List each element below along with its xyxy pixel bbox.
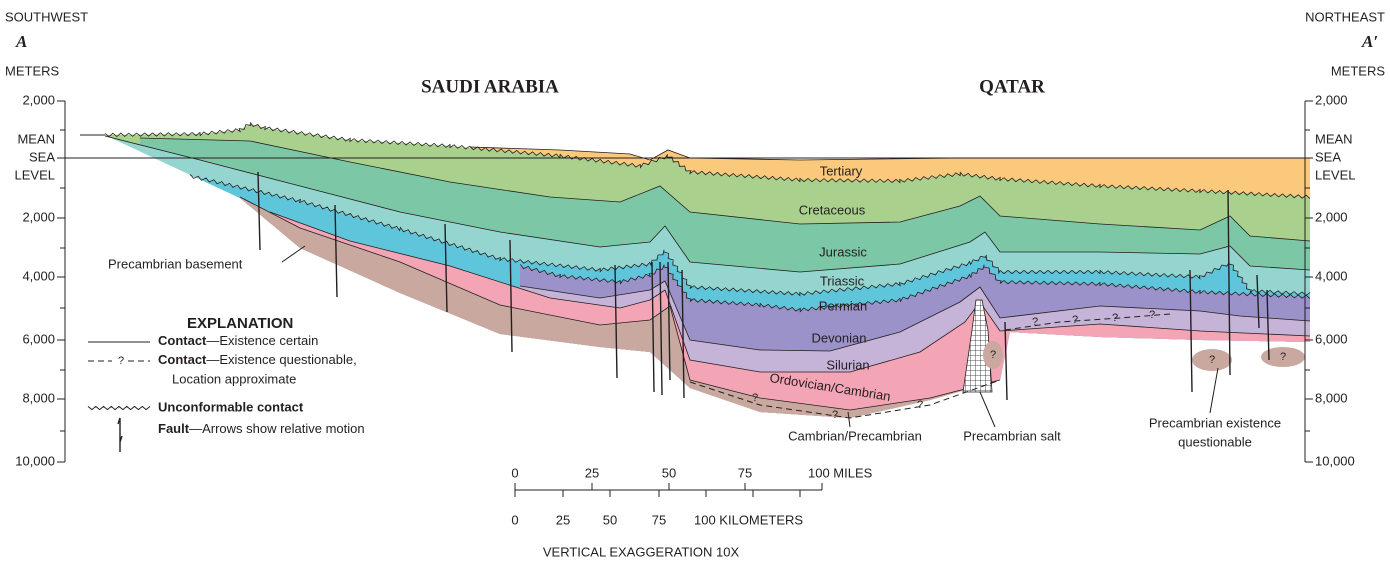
legend-symbol xyxy=(118,418,122,452)
axis-label: 2,000 xyxy=(1315,209,1348,224)
axis-label: 10,000 xyxy=(15,453,55,468)
scale-label: 100 MILES xyxy=(808,465,873,480)
axis-label: 8,000 xyxy=(1315,390,1348,405)
legend-item: Fault—Arrows show relative motion xyxy=(158,421,365,436)
page: SOUTHWEST A METERS NORTHEAST A′ METERS S… xyxy=(0,0,1390,561)
legend-title: EXPLANATION xyxy=(187,315,293,332)
leader-line xyxy=(980,392,995,427)
axis-label: 10,000 xyxy=(1315,453,1355,468)
axis-label: 6,000 xyxy=(22,331,55,346)
question-mark: ? xyxy=(917,399,923,411)
scale-label: 25 xyxy=(556,512,570,527)
annotation: Cambrian/Precambrian xyxy=(788,428,922,443)
scale-label: 0 xyxy=(511,465,518,480)
scale-label: 75 xyxy=(652,512,666,527)
question-mark: ? xyxy=(1149,309,1155,321)
question-mark: ? xyxy=(1209,354,1215,366)
axis-label: 2,000 xyxy=(1315,92,1348,107)
layer-label: Tertiary xyxy=(820,163,863,178)
question-mark: ? xyxy=(1032,316,1038,328)
scale-label: 50 xyxy=(603,512,617,527)
legend-term: Contact xyxy=(158,352,207,367)
legend-text: —Existence certain xyxy=(206,333,318,348)
axis-label: MEAN xyxy=(17,131,55,146)
unit: METERS xyxy=(5,63,60,78)
axis-label: 2,000 xyxy=(22,209,55,224)
region-label: QATAR xyxy=(979,76,1045,97)
legend-mark: ? xyxy=(118,355,124,367)
legend-term: Unconformable contact xyxy=(158,399,304,414)
layer-label: Permian xyxy=(819,298,867,313)
axis-label: 2,000 xyxy=(22,92,55,107)
layer-label: Silurian xyxy=(826,357,869,372)
scale-label: 0 xyxy=(511,512,518,527)
axis-label: 8,000 xyxy=(22,390,55,405)
axis-label: 4,000 xyxy=(22,268,55,283)
scale-label: 100 KILOMETERS xyxy=(694,512,803,527)
region-label: SAUDI ARABIA xyxy=(421,76,559,97)
question-mark: ? xyxy=(832,409,838,421)
layer-label: Cretaceous xyxy=(799,202,866,217)
legend-symbol xyxy=(88,406,150,409)
section-label: A′ xyxy=(1361,32,1378,51)
scale-label: 25 xyxy=(585,465,599,480)
leader-line xyxy=(282,246,305,262)
question-mark: ? xyxy=(1072,314,1078,326)
annotation: Precambrian existence xyxy=(1149,415,1281,430)
annotation: Precambrian salt xyxy=(963,428,1061,443)
unit: METERS xyxy=(1331,63,1386,78)
legend-item: Contact—Existence questionable, xyxy=(158,352,357,367)
leader-line xyxy=(1210,368,1218,413)
scale-ticks: 0 25 50 75 100 MILES 0 25 50 75 100 KILOMETERS xyxy=(511,465,872,527)
scale-note: VERTICAL EXAGGERATION 10X xyxy=(543,544,740,559)
axis: 2,000 MEAN SEA LEVEL 2,000 4,000 6,000 8,000 10,… xyxy=(1305,92,1355,468)
scale-label: 75 xyxy=(738,465,752,480)
axis-label: LEVEL xyxy=(15,167,55,182)
annotation: Precambrian basement xyxy=(108,256,243,271)
axis-label: SEA xyxy=(1315,149,1341,164)
question-mark: ? xyxy=(990,349,996,361)
scale-label: 50 xyxy=(662,465,676,480)
layer-label: Devonian xyxy=(812,330,867,345)
axis-label: SEA xyxy=(29,149,55,164)
legend-text: Location approximate xyxy=(172,371,296,386)
legend-term: Contact xyxy=(158,333,207,348)
explanation: EXPLANATION Contact—Existence certain ? … xyxy=(88,315,365,452)
legend-text: —Existence questionable, xyxy=(206,352,356,367)
question-mark: ? xyxy=(1280,351,1286,363)
axis-label: LEVEL xyxy=(1315,167,1355,182)
legend-text: —Arrows show relative motion xyxy=(189,421,365,436)
annotation: questionable xyxy=(1178,434,1252,449)
section-label: A xyxy=(15,32,27,51)
axis-label: 6,000 xyxy=(1315,331,1348,346)
scale-bar: 0 25 50 75 100 MILES 0 25 50 75 100 KILOMETERS VE… xyxy=(511,465,872,559)
layer-label: Triassic xyxy=(820,273,865,288)
legend-item: Contact—Existence certain xyxy=(158,333,318,348)
cross-section: SOUTHWEST A METERS NORTHEAST A′ METERS S… xyxy=(0,0,1390,561)
question-mark: ? xyxy=(752,392,758,404)
direction: SOUTHWEST xyxy=(5,9,88,24)
axis: 2,000 MEAN SEA LEVEL 2,000 4,000 6,000 8,000 10,… xyxy=(15,92,65,468)
axis-label: 4,000 xyxy=(1315,268,1348,283)
direction: NORTHEAST xyxy=(1305,9,1385,24)
axis-label: MEAN xyxy=(1315,131,1353,146)
layer-label: Jurassic xyxy=(819,244,867,259)
legend-term: Fault xyxy=(158,421,190,436)
question-mark: ? xyxy=(1112,312,1118,324)
